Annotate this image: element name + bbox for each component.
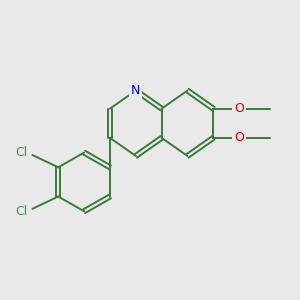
Text: O: O <box>234 131 244 144</box>
Text: N: N <box>131 84 140 97</box>
Text: O: O <box>234 102 244 115</box>
Text: Cl: Cl <box>15 146 27 159</box>
Text: Cl: Cl <box>15 205 27 218</box>
